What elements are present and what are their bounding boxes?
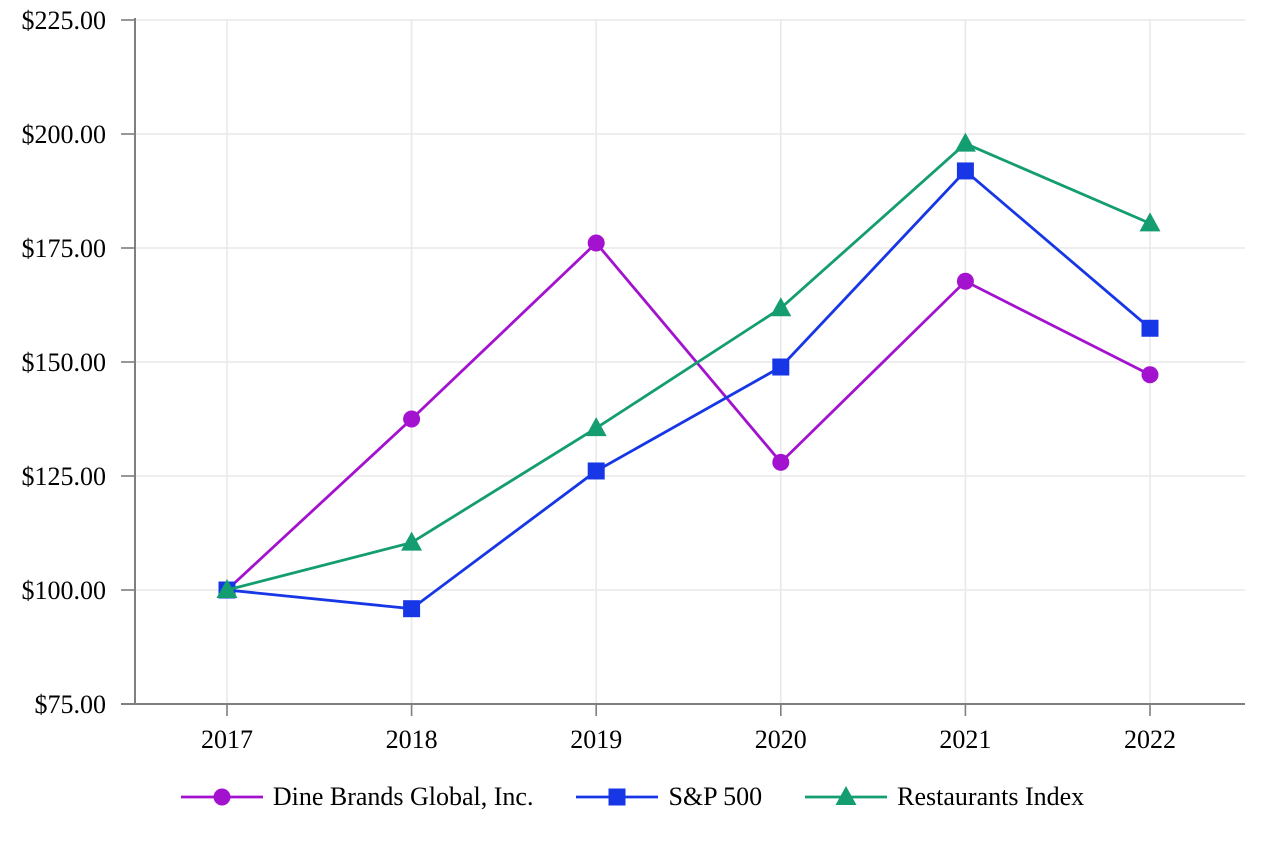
legend-marker-restaurants-index (835, 786, 857, 805)
marker-s-p-500-2020 (772, 358, 790, 376)
y-tick-label: $200.00 (22, 120, 107, 149)
marker-restaurants-index-2021 (954, 132, 976, 152)
legend-item-sp500: S&P 500 (575, 782, 762, 812)
x-tick-label: 2021 (939, 725, 991, 754)
line-triangle-marker-icon (805, 786, 888, 805)
series-line-s-p-500 (226, 169, 1151, 611)
y-tick-label: $150.00 (22, 348, 107, 377)
marker-restaurants-index-2019 (585, 417, 607, 437)
marker-s-p-500-2021 (956, 162, 974, 180)
marker-dine-brands-global-inc-2021 (956, 272, 974, 290)
x-tick-label: 2018 (386, 725, 438, 754)
x-tick-label: 2022 (1124, 725, 1176, 754)
legend-item-dine-brands: Dine Brands Global, Inc. (180, 782, 534, 812)
legend-label: Restaurants Index (897, 782, 1085, 811)
y-tick-label: $125.00 (22, 462, 107, 491)
y-tick-label: $100.00 (22, 576, 107, 605)
x-tick-label: 2017 (201, 725, 253, 754)
marker-dine-brands-global-inc-2018 (403, 410, 421, 428)
legend-item-restaurants-index: Restaurants Index (804, 782, 1084, 812)
series-line-restaurants-index (226, 141, 1151, 592)
y-tick-label: $75.00 (35, 690, 107, 719)
marker-s-p-500-2018 (403, 600, 421, 618)
legend-label: S&P 500 (668, 782, 763, 811)
chart-legend: Dine Brands Global, Inc. S&P 500 Restaur… (0, 782, 1264, 812)
marker-dine-brands-global-inc-2022 (1141, 366, 1159, 384)
marker-dine-brands-global-inc-2019 (587, 234, 605, 252)
x-tick-label: 2020 (755, 725, 807, 754)
marker-restaurants-index-2017 (216, 579, 238, 598)
marker-dine-brands-global-inc-2020 (772, 453, 790, 471)
marker-s-p-500-2019 (587, 462, 605, 480)
series-line-dine-brands-global-inc (226, 240, 1151, 592)
line-circle-marker-icon (180, 788, 263, 806)
x-tick-label: 2019 (570, 725, 622, 754)
legend-marker-dine-brands-global-inc (213, 788, 231, 806)
marker-restaurants-index-2022 (1139, 212, 1161, 232)
legend-label: Dine Brands Global, Inc. (272, 782, 534, 811)
legend-marker-s-p-500 (608, 788, 626, 806)
y-tick-label: $175.00 (22, 234, 107, 263)
y-tick-label: $225.00 (22, 6, 107, 35)
marker-s-p-500-2022 (1141, 319, 1159, 337)
marker-restaurants-index-2020 (770, 297, 792, 317)
line-square-marker-icon (576, 788, 659, 806)
marker-restaurants-index-2018 (401, 531, 423, 551)
